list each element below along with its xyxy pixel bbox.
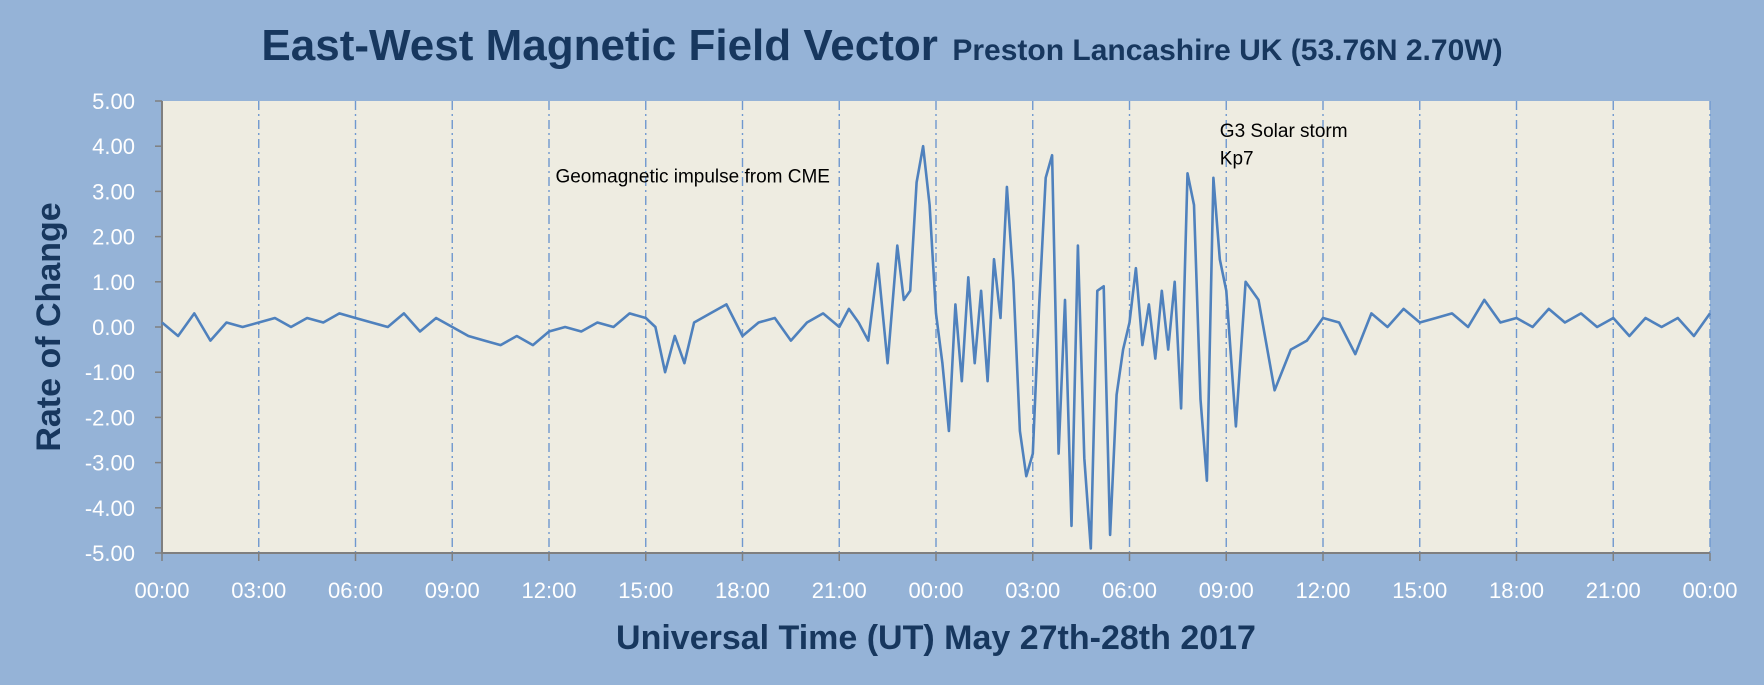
y-tick-label: -5.00 — [85, 541, 135, 566]
series-line — [161, 144, 1712, 550]
chart-subtitle: Preston Lancashire UK (53.76N 2.70W) — [952, 34, 1502, 67]
y-tick-label: 5.00 — [92, 89, 135, 114]
x-tick-label: 15:00 — [618, 578, 673, 603]
axes — [155, 100, 1711, 561]
x-axis-title: Universal Time (UT) May 27th-28th 2017 — [616, 619, 1256, 657]
x-tick-label: 00:00 — [134, 578, 189, 603]
y-tick-label: -2.00 — [85, 405, 135, 430]
y-tick-label: -1.00 — [85, 360, 135, 385]
x-tick-label: 06:00 — [1102, 578, 1157, 603]
x-tick-label: 09:00 — [1199, 578, 1254, 603]
x-tick-label: 06:00 — [328, 578, 383, 603]
x-tick-label: 00:00 — [908, 578, 963, 603]
y-tick-label: 4.00 — [92, 134, 135, 159]
plot-area — [162, 101, 1710, 553]
x-tick-label: 21:00 — [812, 578, 867, 603]
annotation-label: Kp7 — [1220, 148, 1254, 169]
x-tick-label: 03:00 — [1005, 578, 1060, 603]
chart-title: East-West Magnetic Field Vector Preston … — [261, 21, 1502, 70]
y-tick-label: 3.00 — [92, 179, 135, 204]
x-tick-label: 21:00 — [1586, 578, 1641, 603]
annotation-label: G3 Solar storm — [1220, 121, 1348, 142]
y-tick-label: 1.00 — [92, 270, 135, 295]
chart-title-main: East-West Magnetic Field Vector — [261, 21, 937, 70]
y-tick-label: -4.00 — [85, 496, 135, 521]
y-axis-title: Rate of Change — [30, 202, 68, 451]
x-tick-label: 18:00 — [715, 578, 770, 603]
x-tick-label: 12:00 — [1295, 578, 1350, 603]
y-tick-labels: 5.00 4.00 3.00 2.00 1.00 0.00 -1.00 -2.00 -3.00 -… — [85, 89, 135, 566]
y-tick-label: -3.00 — [85, 451, 135, 476]
y-tick-label: 0.00 — [92, 315, 135, 340]
x-tick-label: 15:00 — [1392, 578, 1447, 603]
series-layer — [161, 144, 1712, 550]
x-tick-label: 03:00 — [231, 578, 286, 603]
annotations: Geomagnetic impulse from CME G3 Solar sto… — [555, 121, 1347, 187]
x-tick-label: 12:00 — [521, 578, 576, 603]
y-tick-label: 2.00 — [92, 225, 135, 250]
annotation-label: Geomagnetic impulse from CME — [555, 166, 830, 187]
x-tick-labels: 00:00 03:00 06:00 09:00 12:00 15:00 18:00 21:00… — [134, 578, 1737, 603]
x-tick-label: 09:00 — [425, 578, 480, 603]
x-tick-label: 00:00 — [1682, 578, 1737, 603]
x-tick-label: 18:00 — [1489, 578, 1544, 603]
